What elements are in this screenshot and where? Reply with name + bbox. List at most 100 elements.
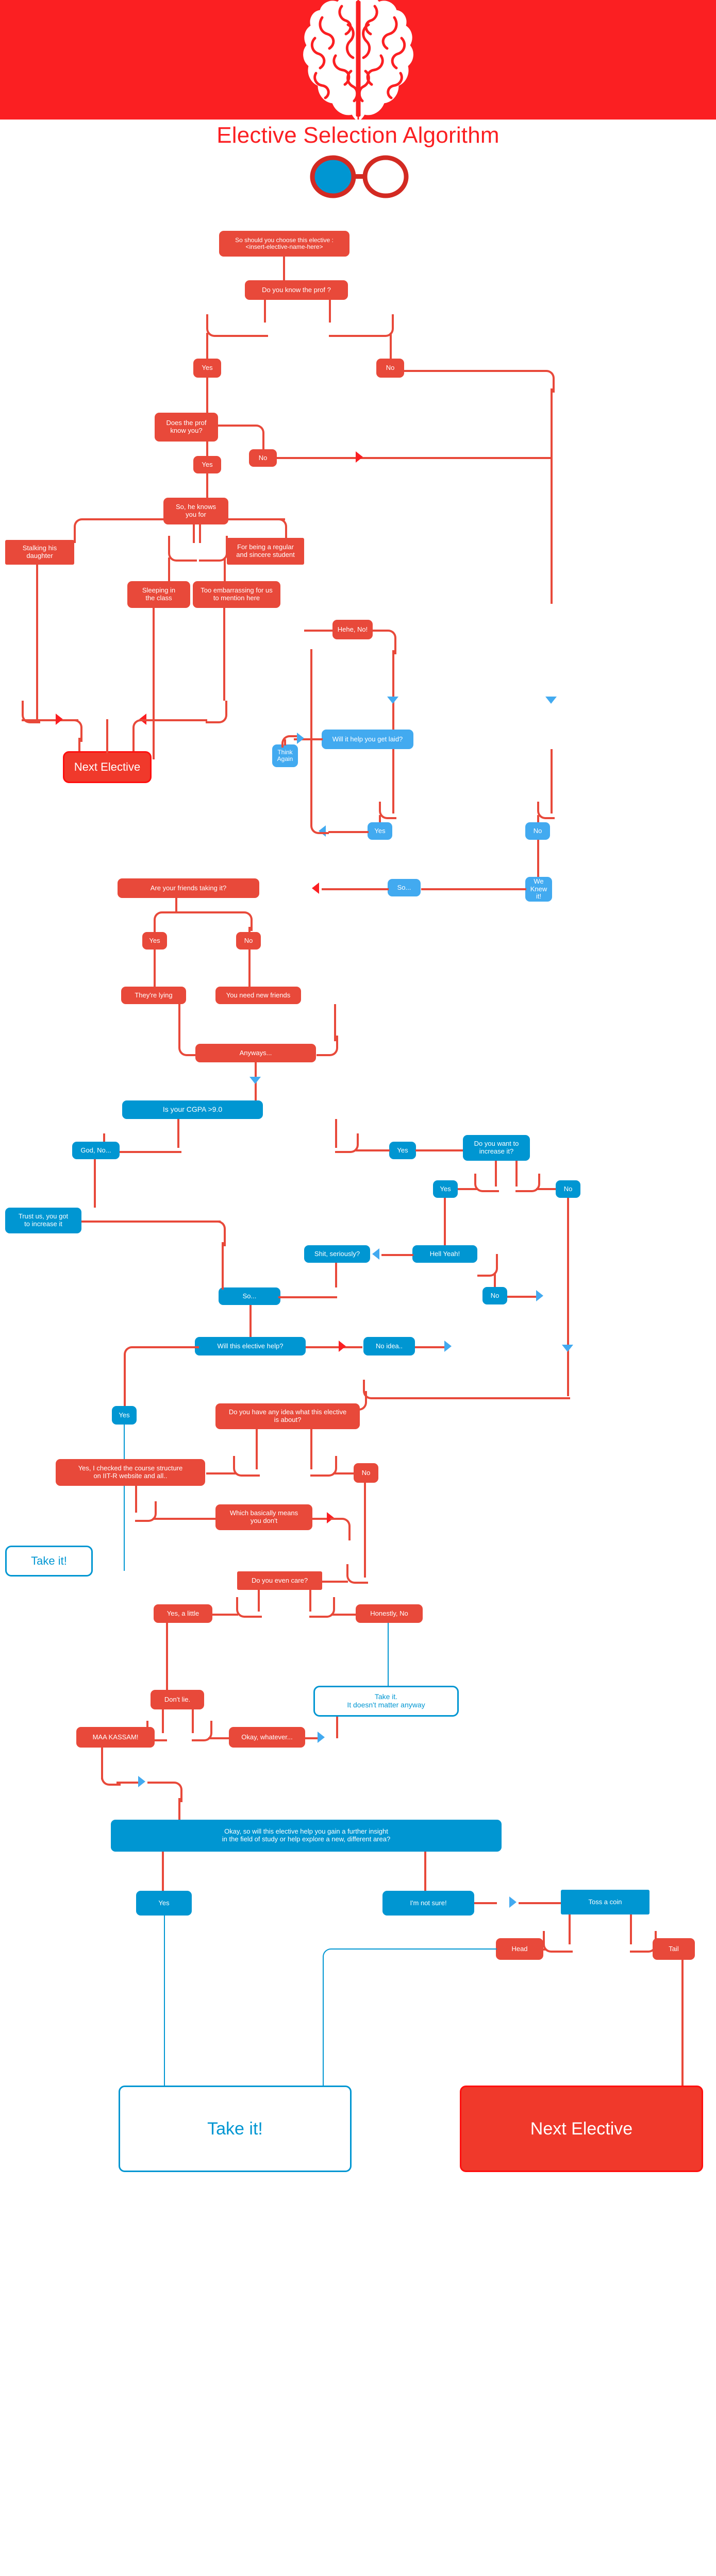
node-god-no[interactable]: God, No...: [72, 1142, 120, 1159]
arrow-right-icon: [509, 1896, 517, 1908]
arrow-right-icon: [356, 451, 363, 463]
node-friends-taking[interactable]: Are your friends taking it?: [118, 878, 259, 898]
node-ft-no[interactable]: No: [236, 932, 261, 950]
edge-right: [415, 1149, 465, 1151]
node-ft-yes[interactable]: Yes: [142, 932, 167, 950]
edge-down: [135, 1486, 137, 1513]
node-checked-course[interactable]: Yes, I checked the course structure on I…: [56, 1459, 205, 1486]
edge-corner: [537, 802, 555, 819]
node-anyways[interactable]: Anyways...: [195, 1044, 316, 1062]
node-further-insight[interactable]: Okay, so will this elective help you gai…: [111, 1820, 502, 1852]
edge-corner: [310, 721, 329, 834]
edge-corner: [346, 1564, 368, 1584]
node-fi-yes[interactable]: Yes: [136, 1891, 192, 1916]
node-next-elective-2[interactable]: Next Elective: [460, 2086, 703, 2172]
node-yes-little[interactable]: Yes, a little: [154, 1604, 212, 1623]
edge-corner: [132, 719, 153, 742]
node-tail[interactable]: Tail: [653, 1938, 695, 1960]
node-shit-no[interactable]: No: [482, 1287, 507, 1304]
node-gl-no[interactable]: No: [525, 822, 550, 840]
node-cgpa[interactable]: Is your CGPA >9.0: [122, 1100, 263, 1119]
node-knows-you-for[interactable]: So, he knows you for: [163, 498, 228, 524]
edge-down: [537, 815, 539, 822]
node-inc-no[interactable]: No: [556, 1180, 580, 1198]
node-so-1[interactable]: So...: [388, 879, 421, 896]
node-eh-yes[interactable]: Yes: [112, 1406, 137, 1425]
edge-down: [364, 1483, 366, 1518]
node-toss-coin[interactable]: Toss a coin: [561, 1890, 650, 1914]
edge-corner: [379, 802, 396, 819]
arrow-right-icon: [56, 714, 63, 725]
arrow-right-icon: [138, 1776, 145, 1787]
edge-right: [208, 1737, 231, 1739]
node-sleeping[interactable]: Sleeping in the class: [127, 581, 190, 608]
node-embarrassing[interactable]: Too embarrassing for us to mention here: [193, 581, 280, 608]
node-maa-kassam[interactable]: MAA KASSAM!: [76, 1727, 155, 1748]
node-take-it-2[interactable]: Take it. It doesn't matter anyway: [313, 1686, 459, 1717]
edge-corner: [543, 1931, 573, 1953]
node-start[interactable]: So should you choose this elective : <in…: [219, 231, 349, 257]
node-ai-no[interactable]: No: [354, 1463, 378, 1483]
node-pk-no[interactable]: No: [249, 449, 277, 467]
edge-corner: [281, 735, 298, 748]
node-take-it-3[interactable]: Take it!: [119, 2086, 352, 2172]
edge-down: [178, 1798, 180, 1820]
node-new-friends[interactable]: You need new friends: [215, 987, 301, 1004]
node-hell-yeah[interactable]: Shit, seriously?: [304, 1245, 370, 1263]
edge-down: [424, 1852, 426, 1891]
node-next-elective-1[interactable]: Next Elective: [63, 751, 152, 783]
node-honestly-no[interactable]: Honestly, No: [356, 1604, 423, 1623]
node-not-sure[interactable]: I'm not sure!: [382, 1891, 474, 1916]
node-so-2[interactable]: So...: [219, 1287, 280, 1305]
edge-stalk-down: [36, 565, 38, 719]
node-basically-means[interactable]: Which basically means you don't: [215, 1504, 312, 1530]
node-pk-yes[interactable]: Yes: [193, 456, 221, 473]
node-trust-us[interactable]: Trust us, you got to increase it: [5, 1208, 81, 1233]
edge-to-ne: [149, 719, 207, 721]
edge-wki-left: [421, 888, 526, 890]
edge-gl-no-rail: [551, 749, 553, 814]
edge-right: [370, 1149, 390, 1151]
edge-right: [147, 1782, 164, 1784]
node-head[interactable]: Head: [496, 1938, 543, 1960]
node-get-laid[interactable]: Will it help you get laid?: [322, 730, 413, 749]
edge-corner: [329, 314, 394, 337]
node-think-again[interactable]: Think Again: [272, 744, 298, 767]
node-take-it-1[interactable]: Take it!: [5, 1546, 93, 1577]
edge-corner: [363, 1380, 570, 1399]
edge-glno-down: [537, 840, 539, 877]
node-we-knew-it[interactable]: We Knew it!: [525, 877, 552, 902]
edge-down: [248, 950, 251, 987]
edge-down: [567, 1352, 569, 1396]
edge-to-ne: [132, 738, 135, 759]
edge-down: [364, 1518, 366, 1578]
node-stalking[interactable]: Stalking his daughter: [5, 540, 74, 565]
node-hehe-no[interactable]: Hehe, No!: [332, 620, 373, 639]
node-shit-seriously[interactable]: Hell Yeah!: [412, 1245, 477, 1263]
node-any-idea[interactable]: Do you have any idea what this elective …: [215, 1403, 360, 1429]
node-gl-yes[interactable]: Yes: [368, 822, 392, 840]
node-inc-yes[interactable]: Yes: [433, 1180, 458, 1198]
node-okay-whatever[interactable]: Okay, whatever...: [229, 1727, 305, 1748]
node-lying[interactable]: They're lying: [121, 987, 186, 1004]
node-increase-it[interactable]: Do you want to increase it?: [463, 1135, 530, 1161]
node-know-prof[interactable]: Do you know the prof ?: [245, 280, 348, 300]
node-even-care[interactable]: Do you even care?: [237, 1571, 322, 1590]
edge-corner: [101, 1766, 121, 1786]
glasses-icon: [310, 155, 409, 198]
edge-corner: [236, 1597, 262, 1618]
node-kp-yes[interactable]: Yes: [193, 359, 221, 378]
edge-right: [153, 1518, 215, 1520]
node-dont-lie[interactable]: Don't lie.: [151, 1690, 204, 1709]
edge-left: [206, 1472, 236, 1475]
edge-down: [178, 1004, 180, 1041]
node-elective-help[interactable]: Will this elective help?: [195, 1337, 306, 1355]
edge-corner: [515, 1174, 540, 1192]
node-cgpa-yes[interactable]: Yes: [389, 1142, 416, 1159]
node-regular[interactable]: For being a regular and sincere student: [227, 538, 304, 565]
node-no-idea[interactable]: No idea..: [363, 1337, 415, 1355]
arrow-right-icon: [339, 1341, 346, 1352]
edge-kp-left: [264, 300, 266, 323]
edge-down: [494, 1273, 496, 1287]
node-prof-knows[interactable]: Does the prof know you?: [155, 413, 218, 442]
